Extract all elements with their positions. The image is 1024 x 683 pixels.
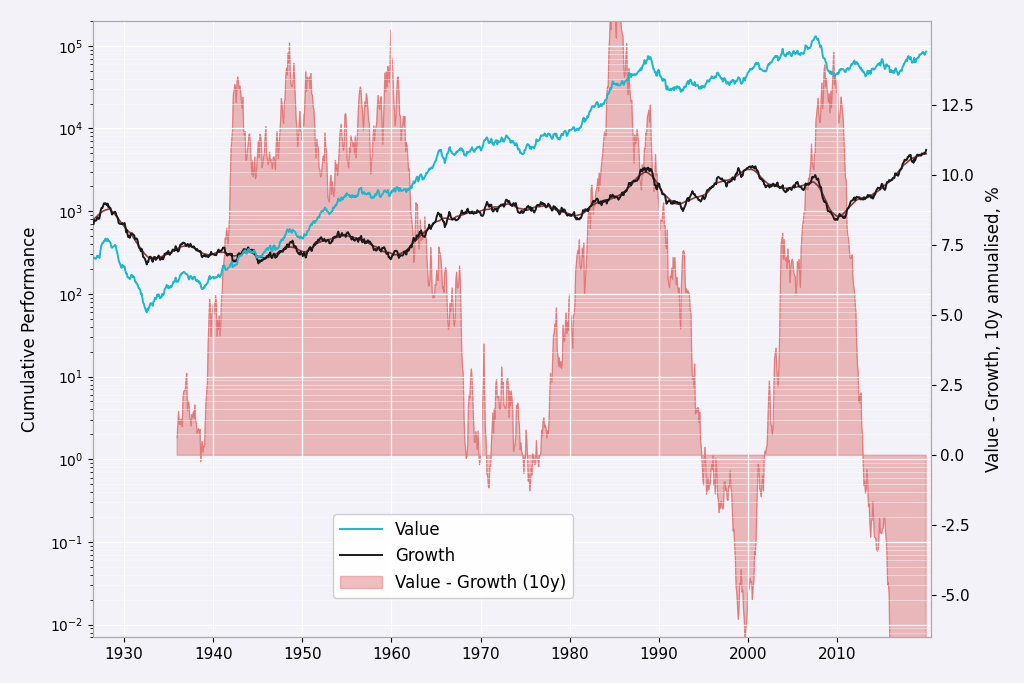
Value [154,294,166,303]
Growth [445,214,458,222]
Value [810,32,822,40]
Line: Growth: Growth [88,150,926,264]
Growth [347,234,359,242]
Growth [648,176,660,184]
Growth [920,145,932,154]
Value [625,73,637,81]
Line: Value: Value [88,36,926,312]
Growth [82,218,94,226]
Growth [154,256,166,264]
Legend: Value, Growth, Value - Growth (10y): Value, Growth, Value - Growth (10y) [333,514,572,598]
Y-axis label: Cumulative Performance: Cumulative Performance [20,226,39,432]
Value [347,193,359,201]
Value [920,47,932,55]
Growth [330,233,342,241]
Value [648,65,660,73]
Value [330,201,342,210]
Growth [625,182,637,190]
Growth [140,260,153,268]
Value [82,252,94,260]
Value [445,148,458,156]
Value [140,308,153,316]
Y-axis label: Value - Growth, 10y annualised, %: Value - Growth, 10y annualised, % [985,186,1004,472]
